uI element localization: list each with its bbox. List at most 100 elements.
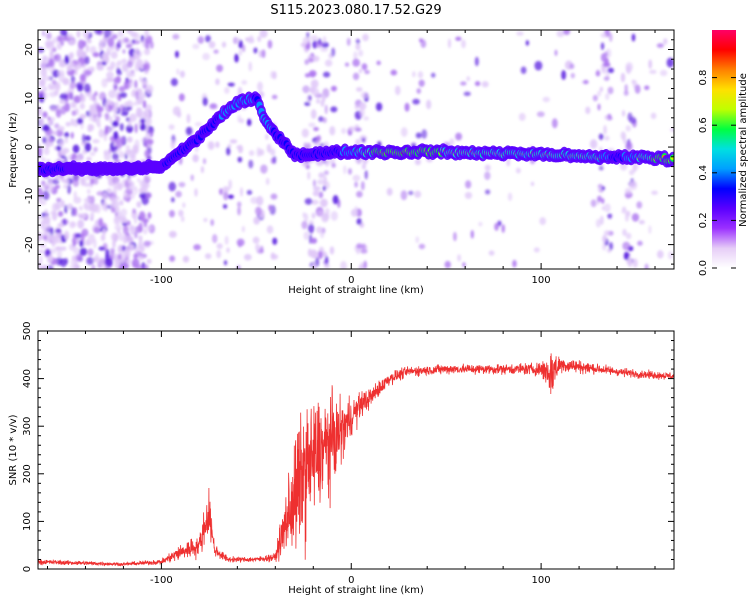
noise-speck (147, 212, 152, 219)
noise-speck (626, 64, 632, 75)
noise-speck (651, 190, 658, 195)
noise-speck (137, 241, 142, 250)
noise-speck (360, 262, 364, 267)
noise-speck (216, 243, 223, 250)
noise-speck (551, 118, 558, 129)
noise-speck (474, 56, 479, 67)
noise-speck (133, 101, 139, 106)
noise-speck (362, 33, 369, 42)
noise-speck (352, 72, 360, 81)
noise-speck (120, 136, 125, 144)
noise-speck (72, 178, 79, 187)
noise-speck (237, 144, 244, 154)
noise-speck (352, 174, 361, 182)
noise-speck (117, 253, 122, 260)
noise-speck (138, 235, 143, 241)
noise-speck (114, 211, 118, 217)
noise-speck (607, 86, 614, 95)
noise-speck (221, 41, 227, 48)
noise-speck (224, 235, 229, 245)
noise-speck (145, 123, 149, 133)
noise-speck (53, 54, 59, 60)
noise-speck (470, 230, 474, 239)
noise-speck (265, 177, 270, 185)
snr-ticks: -100 0 100 0 100 200 300 400 500 (22, 321, 674, 586)
noise-speck (67, 184, 72, 195)
noise-speck (361, 163, 367, 170)
noise-speck (98, 190, 102, 196)
noise-speck (600, 42, 605, 50)
noise-speck (73, 207, 78, 217)
noise-speck (56, 197, 62, 203)
noise-speck (237, 206, 241, 216)
noise-speck (132, 89, 136, 97)
noise-speck (364, 169, 368, 180)
noise-speck (222, 204, 228, 209)
noise-speck (114, 215, 120, 224)
noise-speck (667, 251, 674, 260)
noise-speck (415, 236, 420, 244)
noise-speck (272, 155, 277, 164)
noise-speck (202, 52, 210, 61)
noise-speck (79, 93, 86, 103)
noise-speck (93, 238, 97, 249)
noise-speck (119, 151, 125, 159)
noise-speck (77, 219, 85, 229)
noise-speck (628, 182, 637, 188)
noise-speck (38, 47, 45, 53)
noise-speck (57, 211, 64, 217)
noise-speck (60, 105, 67, 115)
noise-speck (315, 257, 320, 267)
noise-speck (246, 118, 252, 127)
noise-speck (597, 195, 602, 203)
noise-speck (363, 260, 367, 269)
noise-speck (585, 106, 591, 115)
noise-speck (39, 117, 45, 127)
noise-speck (656, 250, 664, 259)
noise-speck (390, 69, 398, 76)
noise-speck (623, 139, 627, 144)
noise-speck (144, 39, 150, 50)
noise-speck (129, 225, 136, 235)
colorbar: 0.0 0.2 0.4 0.6 0.8 Normalized spectral ampl… (698, 30, 749, 276)
noise-speck (354, 181, 358, 188)
noise-speck (254, 206, 262, 216)
x-tick-label: 100 (532, 275, 551, 286)
noise-speck (330, 85, 337, 92)
noise-speck (84, 70, 92, 76)
noise-speck (602, 234, 607, 244)
noise-speck (360, 91, 369, 99)
noise-speck (139, 92, 146, 100)
noise-speck (98, 246, 106, 251)
noise-speck (101, 201, 107, 211)
noise-speck (270, 254, 279, 260)
noise-speck (136, 201, 142, 208)
noise-speck (350, 208, 358, 217)
noise-speck (242, 44, 246, 53)
noise-speck (117, 30, 124, 38)
noise-speck (624, 187, 632, 195)
noise-speck (627, 112, 633, 122)
noise-speck (182, 255, 190, 263)
noise-speck (570, 72, 575, 79)
noise-speck (536, 111, 545, 118)
noise-speck (131, 258, 140, 268)
noise-speck (417, 71, 424, 79)
noise-speck (132, 151, 136, 162)
noise-speck (322, 71, 331, 78)
noise-speck (139, 76, 143, 83)
noise-speck (348, 126, 356, 132)
noise-speck (70, 258, 78, 266)
noise-speck (119, 92, 128, 99)
noise-speck (332, 195, 339, 205)
noise-speck (66, 203, 74, 210)
noise-speck (133, 253, 138, 260)
snr-content (38, 353, 674, 567)
noise-speck (194, 188, 198, 197)
noise-speck (604, 135, 610, 141)
noise-speck (248, 61, 252, 72)
noise-speck (636, 201, 643, 209)
noise-speck (358, 49, 364, 57)
noise-speck (629, 169, 635, 176)
noise-speck (623, 90, 629, 96)
